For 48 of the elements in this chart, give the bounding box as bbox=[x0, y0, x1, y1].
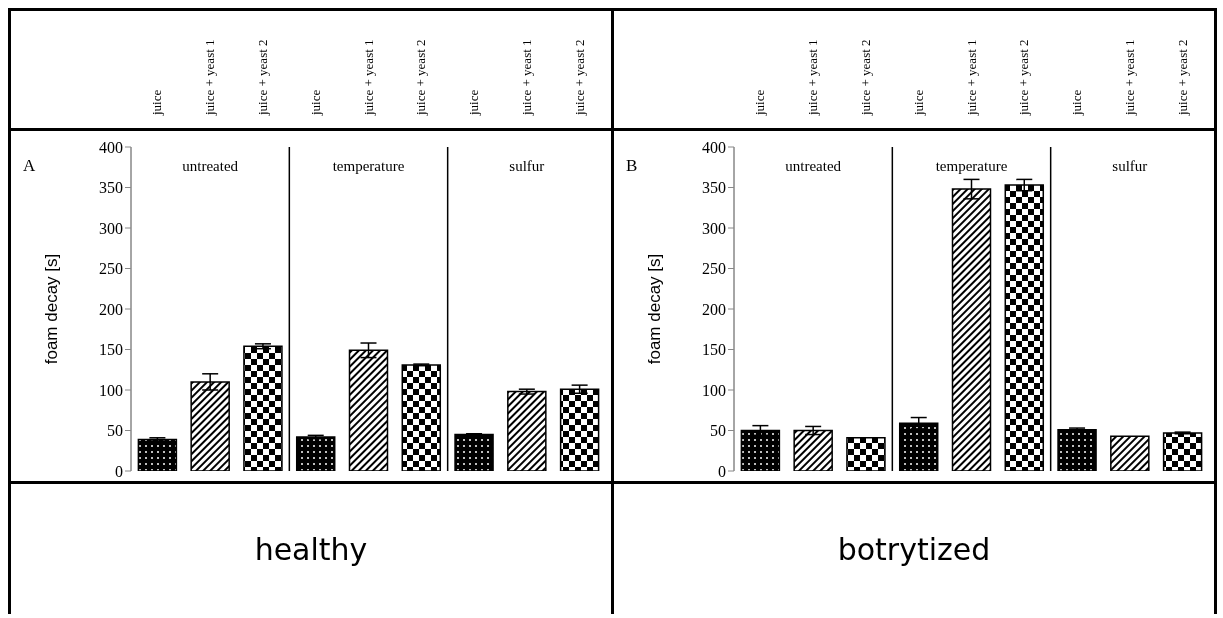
y-tick-label: 150 bbox=[99, 341, 123, 359]
x-tick-label: juice bbox=[910, 89, 926, 116]
x-tick-label: juice bbox=[307, 89, 323, 116]
y-tick-label: 300 bbox=[99, 219, 123, 237]
x-tick-label: juice + yeast 2 bbox=[857, 39, 873, 116]
y-tick-label: 100 bbox=[702, 381, 726, 399]
y-tick-label: 150 bbox=[702, 341, 726, 359]
y-tick-label: 250 bbox=[99, 260, 123, 278]
x-tick-label: juice + yeast 1 bbox=[202, 39, 218, 116]
y-tick-label: 100 bbox=[99, 381, 123, 399]
y-tick-label: 200 bbox=[99, 300, 123, 318]
y-tick-label: 200 bbox=[702, 300, 726, 318]
annotation: untreated bbox=[785, 158, 842, 174]
y-tick-label: 250 bbox=[702, 260, 726, 278]
x-tick-label: juice + yeast 2 bbox=[1174, 39, 1190, 116]
x-axis-title: botrytized bbox=[614, 481, 1214, 614]
y-tick-label: 400 bbox=[702, 138, 726, 156]
text: B bbox=[626, 156, 638, 175]
y-tick-label: 50 bbox=[107, 422, 123, 440]
x-tick-label: juice + yeast 1 bbox=[518, 39, 534, 116]
x-tick-label: juice + yeast 2 bbox=[571, 39, 587, 116]
x-tick-label: juice bbox=[466, 89, 482, 116]
annotation: temperature bbox=[935, 158, 1008, 174]
x-axis-title: healthy bbox=[11, 481, 611, 614]
x-tick-label: juice + yeast 2 bbox=[413, 39, 429, 116]
x-tick-label: juice + yeast 1 bbox=[805, 39, 821, 116]
y-tick-label: 350 bbox=[702, 179, 726, 197]
x-tick-label: juice bbox=[752, 89, 768, 116]
x-tick-label: juice + yeast 2 bbox=[254, 39, 270, 116]
x-tick-label: juice bbox=[149, 89, 165, 116]
y-tick-label: 350 bbox=[99, 179, 123, 197]
annotation: temperature bbox=[332, 158, 405, 174]
y-tick-label: 400 bbox=[99, 138, 123, 156]
annotation: untreated bbox=[182, 158, 239, 174]
annotation: sulfur bbox=[1112, 158, 1148, 174]
y-tick-label: 300 bbox=[702, 219, 726, 237]
y-axis-title: foam decay [s] bbox=[42, 253, 62, 365]
x-tick-label: juice + yeast 1 bbox=[963, 39, 979, 116]
x-tick-label: juice bbox=[1069, 89, 1085, 116]
y-tick-label: 0 bbox=[718, 462, 726, 480]
y-tick-label: 50 bbox=[710, 422, 726, 440]
text: A bbox=[23, 156, 36, 175]
y-axis-title: foam decay [s] bbox=[645, 253, 665, 365]
y-tick-label: 0 bbox=[115, 462, 123, 480]
x-tick-label: juice + yeast 2 bbox=[1016, 39, 1032, 116]
annotation: sulfur bbox=[509, 158, 545, 174]
x-tick-label: juice + yeast 1 bbox=[360, 39, 376, 116]
x-tick-label: juice + yeast 1 bbox=[1121, 39, 1137, 116]
